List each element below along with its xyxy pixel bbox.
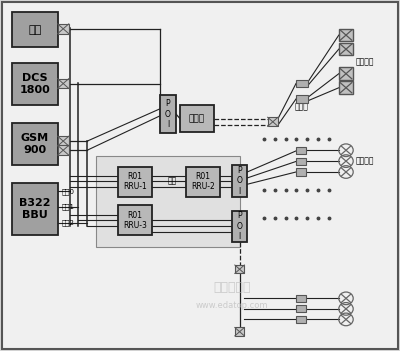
Text: R01
RRU-2: R01 RRU-2 (191, 172, 215, 191)
FancyBboxPatch shape (180, 105, 214, 132)
FancyBboxPatch shape (296, 80, 308, 87)
FancyBboxPatch shape (118, 205, 152, 235)
Text: P
O
I: P O I (165, 99, 171, 129)
FancyBboxPatch shape (296, 95, 308, 103)
Text: R01
RRU-1: R01 RRU-1 (123, 172, 147, 191)
FancyBboxPatch shape (186, 167, 220, 197)
Text: 光口0: 光口0 (62, 188, 75, 194)
FancyBboxPatch shape (58, 24, 69, 34)
Text: B322
BBU: B322 BBU (19, 198, 51, 220)
FancyBboxPatch shape (339, 67, 353, 80)
FancyBboxPatch shape (235, 265, 244, 273)
FancyBboxPatch shape (96, 156, 240, 247)
FancyBboxPatch shape (296, 147, 306, 154)
Text: 其他: 其他 (28, 25, 42, 35)
FancyBboxPatch shape (268, 117, 278, 126)
Text: www.edatop.com: www.edatop.com (196, 301, 268, 310)
FancyBboxPatch shape (296, 295, 306, 302)
Text: 定向天线: 定向天线 (356, 57, 374, 66)
FancyBboxPatch shape (12, 123, 58, 165)
FancyBboxPatch shape (296, 316, 306, 323)
FancyBboxPatch shape (12, 183, 58, 235)
Text: GSM
900: GSM 900 (21, 133, 49, 155)
FancyBboxPatch shape (296, 168, 306, 176)
FancyBboxPatch shape (339, 29, 353, 41)
FancyBboxPatch shape (296, 305, 306, 312)
FancyBboxPatch shape (296, 158, 306, 165)
FancyBboxPatch shape (339, 81, 353, 94)
Text: 全向天线: 全向天线 (356, 157, 374, 166)
FancyBboxPatch shape (2, 2, 398, 349)
FancyBboxPatch shape (235, 327, 244, 336)
Text: R01
RRU-3: R01 RRU-3 (123, 211, 147, 230)
Text: 光口2: 光口2 (62, 220, 75, 226)
FancyBboxPatch shape (58, 145, 69, 155)
FancyBboxPatch shape (12, 12, 58, 47)
Text: P
O
I: P O I (237, 166, 242, 196)
FancyBboxPatch shape (58, 136, 69, 146)
FancyBboxPatch shape (118, 167, 152, 197)
Text: 光纤: 光纤 (167, 176, 177, 185)
Text: DCS
1800: DCS 1800 (20, 73, 50, 95)
Text: 功分器: 功分器 (189, 114, 205, 123)
FancyBboxPatch shape (339, 43, 353, 55)
Text: 光口1: 光口1 (62, 204, 75, 210)
Text: 耦合器: 耦合器 (295, 102, 309, 111)
Text: P
O
I: P O I (237, 212, 242, 241)
FancyBboxPatch shape (232, 211, 247, 242)
Text: 易迪拓培训: 易迪拓培训 (213, 281, 251, 294)
FancyBboxPatch shape (232, 165, 247, 197)
FancyBboxPatch shape (160, 95, 176, 133)
FancyBboxPatch shape (12, 63, 58, 105)
FancyBboxPatch shape (58, 79, 69, 88)
